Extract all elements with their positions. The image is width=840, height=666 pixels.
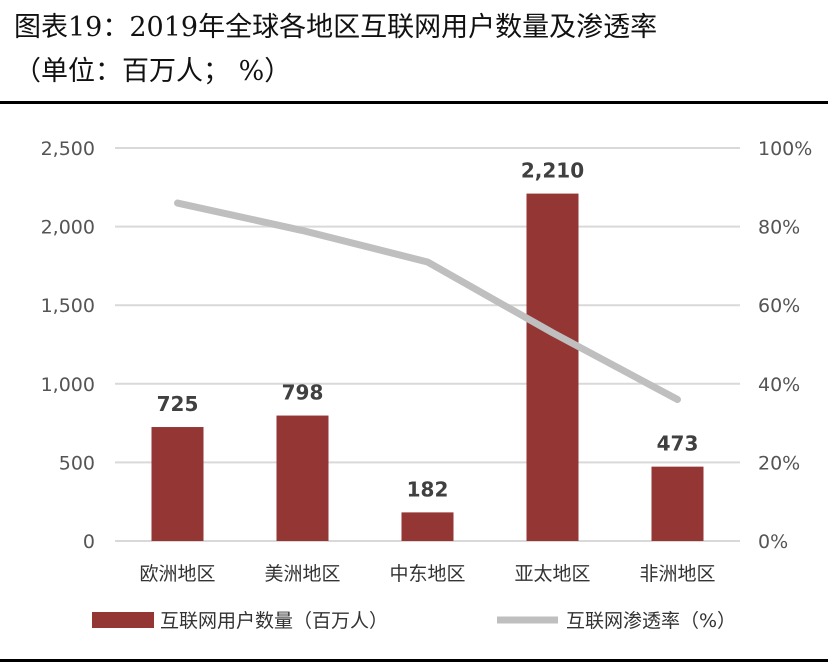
data-label: 473 — [657, 432, 699, 456]
right-tick-label: 60% — [758, 295, 800, 317]
bar — [151, 427, 204, 541]
right-tick-label: 40% — [758, 374, 800, 396]
top-rule — [0, 101, 828, 104]
right-tick-label: 20% — [758, 452, 800, 474]
data-label: 182 — [407, 477, 449, 501]
bar — [276, 415, 329, 541]
right-tick-label: 0% — [758, 531, 788, 553]
penetration-line — [174, 199, 681, 404]
category-label: 美洲地区 — [264, 563, 340, 585]
bar — [526, 193, 579, 541]
left-tick-label: 500 — [59, 452, 95, 474]
title-line-1: 图表19：2019年全球各地区互联网用户数量及渗透率 — [14, 12, 658, 43]
data-label: 798 — [282, 381, 324, 405]
right-tick-label: 80% — [758, 217, 800, 239]
left-tick-label: 1,000 — [41, 374, 95, 396]
left-tick-label: 2,000 — [41, 217, 95, 239]
left-tick-label: 1,500 — [41, 295, 95, 317]
category-label: 亚太地区 — [514, 563, 590, 585]
bottom-rule — [0, 659, 828, 662]
left-tick-label: 2,500 — [41, 138, 95, 160]
data-label: 2,210 — [521, 159, 584, 183]
legend-line-label: 互联网渗透率（%） — [566, 610, 736, 632]
title-line-2: （单位：百万人； %） — [14, 56, 292, 87]
data-label: 725 — [157, 392, 199, 416]
right-tick-label: 100% — [758, 138, 812, 160]
category-label: 欧洲地区 — [139, 563, 215, 585]
chart-title: 图表19：2019年全球各地区互联网用户数量及渗透率 （单位：百万人； %） — [14, 6, 834, 94]
legend-bar-label: 互联网用户数量（百万人） — [160, 610, 388, 632]
left-tick-label: 0 — [83, 531, 95, 553]
bar — [401, 512, 454, 541]
category-label: 非洲地区 — [639, 563, 715, 585]
legend-bar-swatch — [92, 612, 154, 628]
category-label: 中东地区 — [389, 563, 465, 585]
bar — [651, 466, 704, 541]
